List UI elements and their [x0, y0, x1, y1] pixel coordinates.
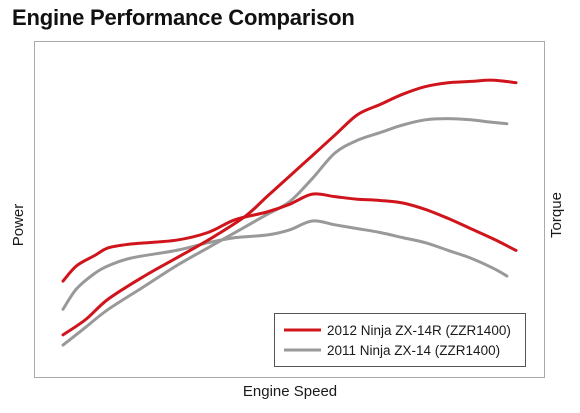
series-line-power-2011 [61, 117, 509, 347]
legend-label-2012: 2012 Ninja ZX-14R (ZZR1400) [327, 323, 511, 338]
plot-frame [34, 41, 545, 378]
legend: 2012 Ninja ZX-14R (ZZR1400) 2011 Ninja Z… [274, 313, 526, 367]
y2-axis-label: Torque [548, 192, 565, 238]
series-line-torque-2012 [61, 192, 518, 283]
legend-label-2011: 2011 Ninja ZX-14 (ZZR1400) [327, 343, 500, 358]
y-axis-label: Power [10, 204, 27, 247]
chart-title: Engine Performance Comparison [12, 5, 355, 30]
series-line-power-2012 [61, 78, 518, 337]
legend-box [274, 313, 526, 367]
series-layer [61, 78, 518, 347]
series-line-torque-2011 [61, 219, 509, 311]
x-axis-label: Engine Speed [243, 383, 337, 400]
